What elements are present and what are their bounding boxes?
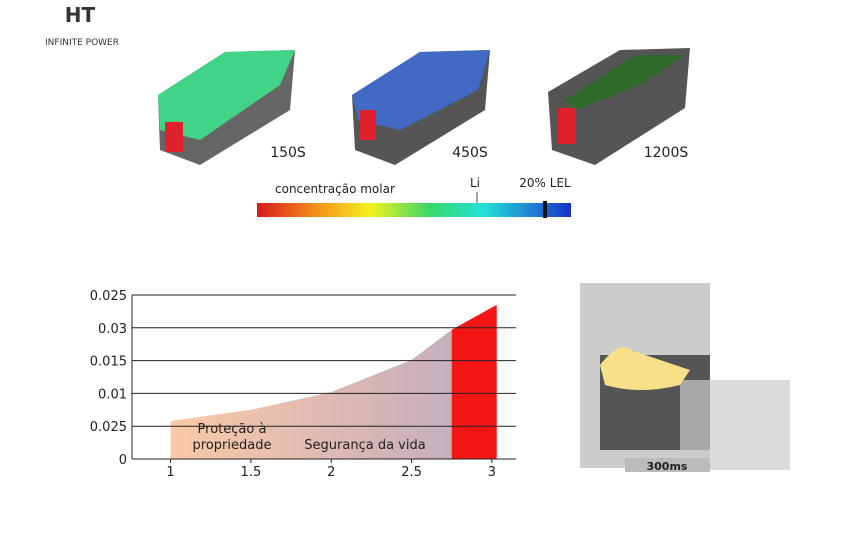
annotation: Proteção à propriedade bbox=[193, 422, 272, 453]
chart: 0 0.025 0.01 0.015 0.03 0.025 1 1.5 2 2.5 3 Proteçã… bbox=[90, 289, 516, 480]
y-tick-label: 0.025 bbox=[90, 289, 127, 304]
li-label: Li bbox=[470, 176, 480, 190]
x-tick-label: 2 bbox=[327, 465, 335, 480]
annotation: Segurança da vida bbox=[304, 438, 425, 453]
area bbox=[451, 304, 497, 459]
logo: HT bbox=[65, 3, 96, 27]
y-tick-label: 0.015 bbox=[90, 355, 127, 370]
x-tick-label: 2.5 bbox=[401, 465, 422, 480]
explosion-render bbox=[580, 283, 790, 472]
x-tick-label: 3 bbox=[488, 465, 496, 480]
x-tick-label: 1.5 bbox=[241, 465, 262, 480]
y-tick-label: 0.025 bbox=[90, 420, 127, 435]
frame-label: 150S bbox=[270, 145, 306, 161]
container-renders bbox=[158, 48, 690, 165]
scale-label: concentração molar bbox=[275, 182, 395, 196]
color-scale bbox=[257, 203, 571, 217]
frame-label: 450S bbox=[452, 145, 488, 161]
lel-label: 20% LEL bbox=[519, 176, 571, 190]
frame-label: 1200S bbox=[644, 145, 689, 161]
y-tick-label: 0.03 bbox=[98, 322, 127, 337]
x-tick-label: 1 bbox=[166, 465, 174, 480]
lel-marker bbox=[543, 201, 547, 218]
tagline: INFINITE POWER bbox=[45, 38, 119, 48]
time-label: 300ms bbox=[647, 460, 688, 473]
y-tick-label: 0.01 bbox=[98, 387, 127, 402]
y-tick-label: 0 bbox=[119, 453, 127, 468]
